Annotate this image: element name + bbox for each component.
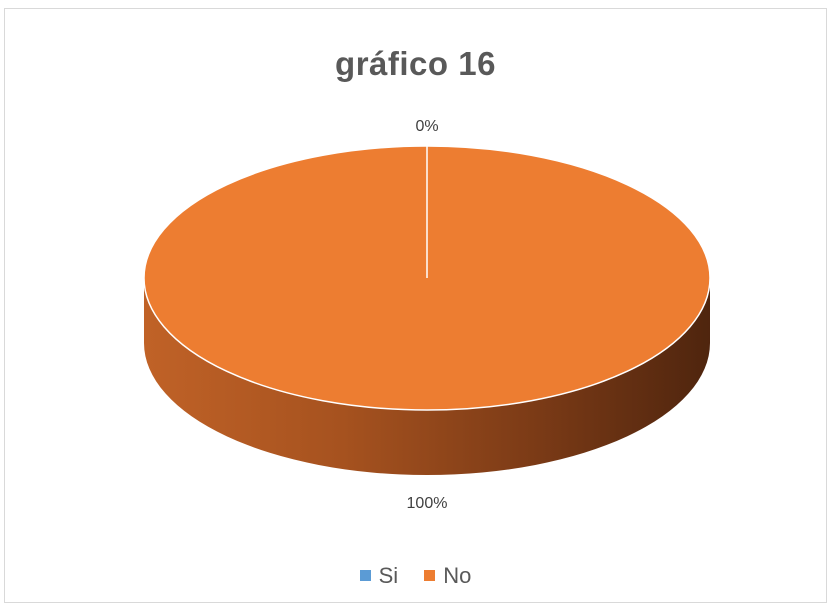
legend: Si No [5, 562, 826, 589]
data-label-no: 100% [407, 495, 448, 512]
pie-side-wall [144, 278, 710, 475]
legend-swatch-si [359, 569, 371, 581]
legend-entry-si: Si [359, 563, 399, 589]
data-labels: 0% 100% [407, 118, 448, 512]
pie-chart: 0% 100% [143, 118, 711, 512]
chart-frame: gráfico 16 0% 100% Si No [4, 8, 827, 603]
legend-entry-no: No [424, 563, 471, 589]
chart-title: gráfico 16 [335, 45, 496, 82]
legend-swatch-no [424, 569, 436, 581]
data-label-si: 0% [415, 118, 438, 135]
legend-label-no: No [443, 563, 472, 589]
legend-label-si: Si [378, 563, 399, 589]
pie-slices [143, 145, 711, 475]
